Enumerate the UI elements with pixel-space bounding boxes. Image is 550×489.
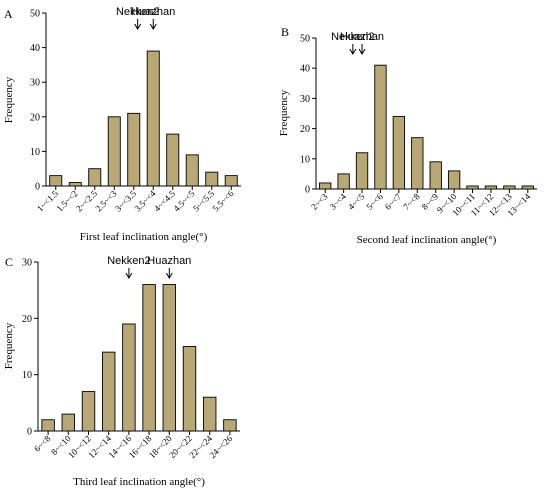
annotation-label: Nekken2 <box>116 6 159 18</box>
y-tick-label: 20 <box>300 124 310 135</box>
bar <box>166 133 180 187</box>
bar <box>392 116 406 190</box>
annotation-arrow-icon <box>149 23 157 30</box>
y-axis-title: Frequency <box>3 322 15 369</box>
bar <box>337 173 350 190</box>
x-tick-label: 7~<8 <box>401 191 422 212</box>
bar <box>122 323 136 432</box>
bar <box>127 112 141 187</box>
bar <box>202 396 217 432</box>
x-tick-label: 5.5~<6 <box>210 188 236 214</box>
annotation-arrow-icon <box>165 272 173 279</box>
chart-panel-a: A01020304050Frequency1~<1.51.5~<22~<2.52… <box>3 6 241 243</box>
y-tick-label: 20 <box>30 112 40 123</box>
bar <box>61 413 76 432</box>
annotation-arrow-icon <box>125 272 133 279</box>
bar <box>49 175 63 187</box>
y-tick-label: 0 <box>305 185 310 196</box>
chart-panel-b: B 0 10 20 30 40 50 Frequency 2~<33~<44~<55~<66~<… <box>278 25 537 246</box>
y-tick-label: 50 <box>30 9 40 20</box>
bar <box>466 185 479 190</box>
x-tick-label: 4~<5 <box>346 191 367 212</box>
x-axis-title: First leaf inclination angle(°) <box>80 231 208 243</box>
y-tick-label: 50 <box>300 34 310 45</box>
y-tick-label: 10 <box>300 154 310 165</box>
x-tick-label: 5~<6 <box>364 191 385 212</box>
x-tick-label: 3~<4 <box>328 191 349 212</box>
chart-panel-c: C0102030Frequency6~<88~<1010~<1212~<1414… <box>3 255 240 488</box>
y-tick-label: 0 <box>27 427 32 438</box>
annotation-label: Nekken2 <box>107 255 150 267</box>
x-tick-label: 6~<7 <box>383 191 404 212</box>
bar <box>88 168 102 187</box>
bar <box>447 170 461 190</box>
x-axis-title: Second leaf inclination angle(°) <box>357 234 497 246</box>
annotation-label: Huazhan <box>340 31 384 43</box>
y-tick-label: 20 <box>22 314 32 325</box>
bar <box>224 175 238 187</box>
bar <box>223 419 237 432</box>
bar <box>68 182 82 187</box>
bar <box>185 154 199 187</box>
annotation-arrow-icon <box>349 48 357 55</box>
panel-label: A <box>4 7 13 21</box>
bar <box>355 152 369 190</box>
bar <box>205 171 219 187</box>
y-axis-title: Frequency <box>278 89 290 136</box>
panel-label: B <box>281 25 289 39</box>
x-axis-title: Third leaf inclination angle(°) <box>73 476 205 488</box>
y-tick-label: 30 <box>22 258 32 269</box>
bar <box>374 64 387 190</box>
bar <box>101 351 116 432</box>
bar <box>319 182 332 190</box>
annotation-arrow-icon <box>134 23 142 30</box>
bar <box>484 185 498 190</box>
bar <box>162 284 177 432</box>
bar <box>429 161 442 190</box>
x-tick-label: 24~<26 <box>207 433 234 460</box>
annotation-label: Nekken2 <box>331 31 374 43</box>
y-tick-label: 40 <box>300 64 310 75</box>
bar <box>81 391 96 432</box>
annotation-arrow-icon <box>358 48 366 55</box>
y-tick-label: 10 <box>30 147 40 158</box>
bar <box>521 185 534 190</box>
y-axis-title: Frequency <box>3 76 15 123</box>
x-tick-label: 2~<3 <box>309 191 330 212</box>
bar <box>107 116 121 187</box>
annotation-label: Huazhan <box>131 6 175 18</box>
bar <box>41 419 55 432</box>
y-tick-label: 40 <box>30 43 40 54</box>
panel-label: C <box>5 255 13 269</box>
bar <box>182 346 197 432</box>
y-tick-label: 30 <box>30 78 40 89</box>
annotation-label: Huazhan <box>147 255 191 267</box>
y-tick-label: 30 <box>300 94 310 105</box>
bar <box>146 50 160 187</box>
y-tick-label: 0 <box>35 182 40 193</box>
bar <box>411 137 424 190</box>
bar <box>142 284 156 432</box>
bar <box>503 185 516 190</box>
y-tick-label: 10 <box>22 370 32 381</box>
